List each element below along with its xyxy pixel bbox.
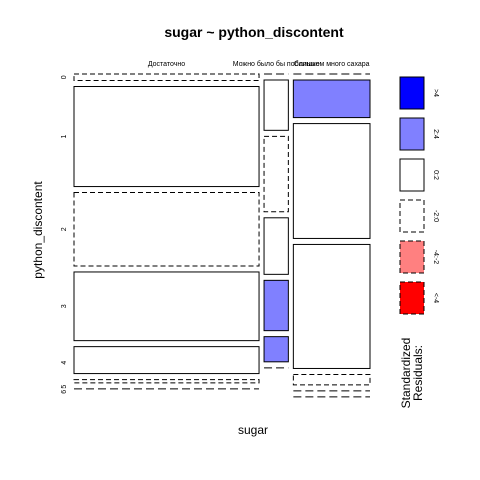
legend-label: <-4 <box>432 293 439 303</box>
column-labels: Достаточно Можно было бы побольшеСлишком … <box>148 60 370 68</box>
mosaic-cells <box>73 73 371 398</box>
column-label: Слишком много сахара <box>294 61 370 68</box>
row-label: 4 <box>61 361 68 365</box>
row-label: 1 <box>61 134 68 138</box>
mosaic-cell <box>292 123 371 239</box>
column-label: Можно было бы побольше <box>233 60 320 68</box>
column-label: Достаточно <box>148 61 185 68</box>
chart-title: sugar ~ python_discontent <box>164 24 344 40</box>
legend-label: 0:2 <box>432 170 439 180</box>
legend-label: -4:-2 <box>432 250 439 265</box>
legend-title-line2: Residuals: <box>411 345 425 401</box>
legend-label: -2:0 <box>432 210 439 222</box>
mosaic-cell <box>73 379 260 384</box>
mosaic-cell <box>73 346 260 375</box>
mosaic-cell <box>263 279 289 332</box>
mosaic-cell <box>263 336 289 363</box>
y-axis-label: python_discontent <box>31 181 45 279</box>
mosaic-cell <box>263 79 289 131</box>
row-label: 5 <box>61 385 68 389</box>
legend-swatch <box>399 76 425 110</box>
mosaic-cell <box>292 243 371 369</box>
row-label: 2 <box>61 227 68 231</box>
residual-legend: >4 2:4 0:2 -2:0 -4:-2 <-4 <box>399 76 439 315</box>
mosaic-cell <box>73 271 260 342</box>
legend-label: >4 <box>432 89 439 97</box>
row-label: 3 <box>61 304 68 308</box>
mosaic-cell <box>263 135 289 213</box>
mosaic-cell <box>292 79 371 119</box>
legend-swatch <box>399 199 425 233</box>
mosaic-cell <box>73 192 260 267</box>
mosaic-cell <box>73 73 260 82</box>
legend-swatch <box>399 240 425 274</box>
legend-label: 2:4 <box>432 129 439 139</box>
legend-swatch <box>399 117 425 151</box>
x-axis-label: sugar <box>238 423 268 437</box>
mosaic-cell <box>73 86 260 188</box>
row-label: 0 <box>61 75 68 79</box>
legend-swatch <box>399 158 425 192</box>
row-label: 6 <box>61 390 68 394</box>
mosaic-cell <box>292 373 371 386</box>
mosaic-cell <box>263 217 289 275</box>
legend-title-line1: Standardized <box>399 338 413 409</box>
row-labels: 0 1 2 3 4 56 <box>61 75 68 393</box>
legend-swatch <box>399 281 425 315</box>
